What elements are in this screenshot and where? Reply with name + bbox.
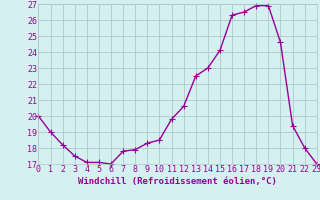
X-axis label: Windchill (Refroidissement éolien,°C): Windchill (Refroidissement éolien,°C) bbox=[78, 177, 277, 186]
